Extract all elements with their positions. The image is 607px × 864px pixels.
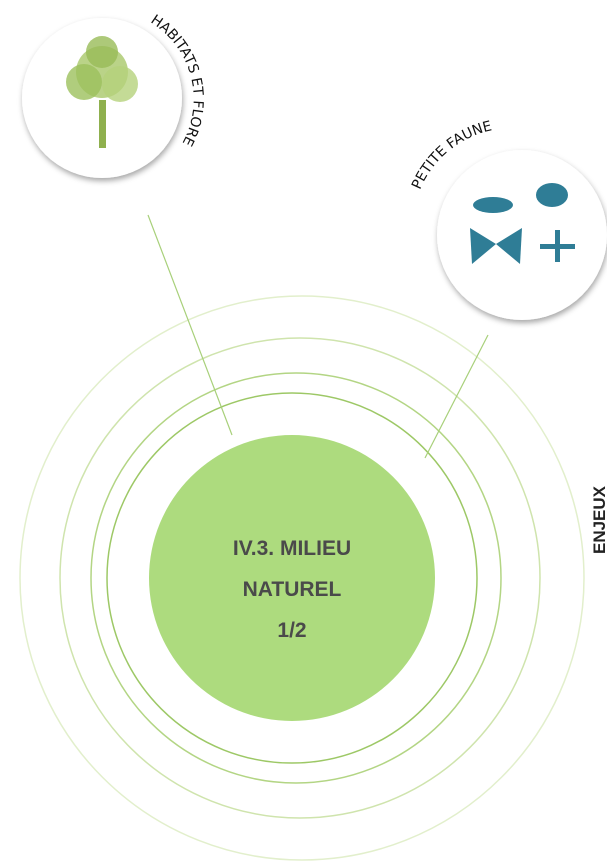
center-line: 1/2 xyxy=(277,619,306,642)
connector xyxy=(425,335,488,458)
center-line: NATUREL xyxy=(243,578,342,601)
topic-circle xyxy=(437,150,607,320)
page: IV.3. MILIEU NATUREL 1/2 HABITATS ET FLO… xyxy=(0,0,607,864)
center-line: IV.3. MILIEU xyxy=(233,537,351,560)
diagram: IV.3. MILIEU NATUREL 1/2 HABITATS ET FLO… xyxy=(0,0,607,864)
side-label: ENJEUX xyxy=(590,485,607,554)
